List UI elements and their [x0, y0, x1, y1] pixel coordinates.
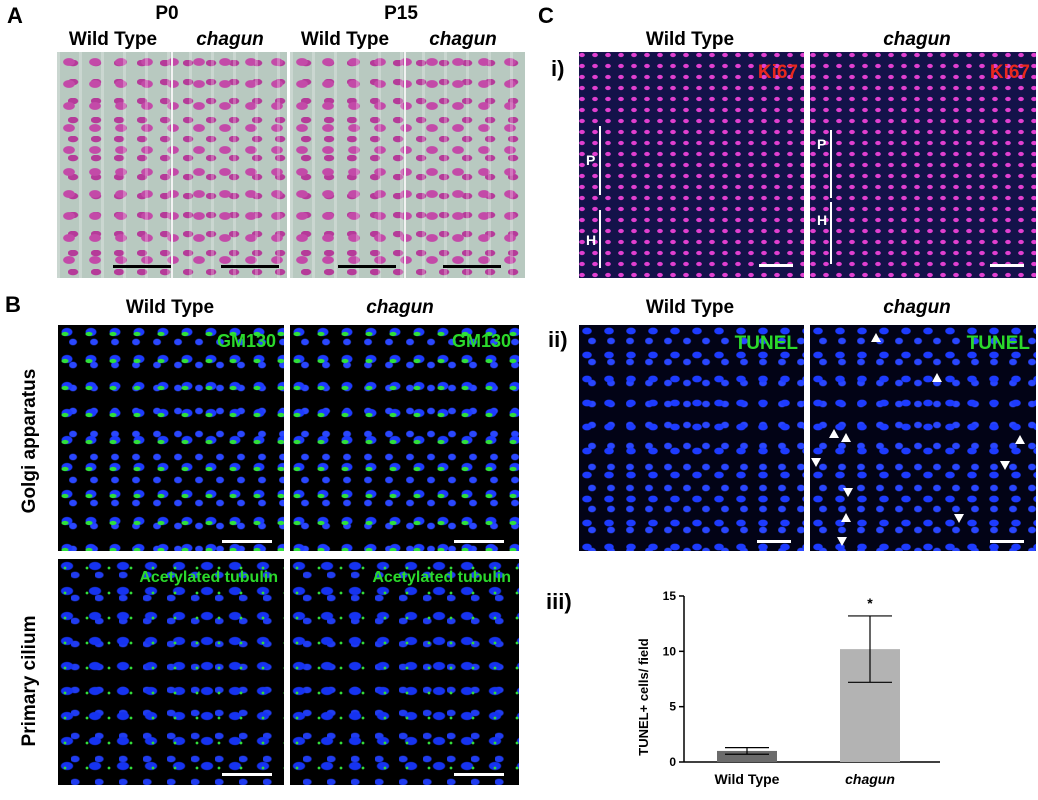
panel-a-mut-p0-label: chagun	[196, 29, 264, 50]
hypertrophic-zone-bar	[599, 210, 601, 268]
tunel-mut-micrograph: TUNEL	[810, 325, 1036, 551]
arrowhead-marker	[811, 458, 821, 467]
proliferative-zone-label: P	[817, 136, 827, 152]
panel-a-p15-micrograph	[290, 52, 525, 278]
chart-x-tick-label: Wild Type	[715, 771, 780, 787]
stain-label-gm130: GM130	[451, 331, 511, 351]
panel-a-mut-p15-label: chagun	[429, 29, 497, 50]
panel-c-ii-wt-label: Wild Type	[645, 297, 735, 318]
scale-bar	[990, 540, 1024, 543]
arrowhead-marker	[1015, 435, 1025, 444]
arrowhead-marker	[841, 433, 851, 442]
hypertrophic-zone-label: H	[586, 232, 597, 248]
panel-c-sub-ii: ii)	[548, 327, 568, 352]
scale-bar	[990, 264, 1024, 267]
row-label-golgi: Golgi apparatus	[19, 368, 40, 514]
panel-a-wt-p0-label: Wild Type	[68, 29, 158, 50]
panel-c-ii-mut-label: chagun	[883, 297, 951, 318]
scale-bar	[221, 265, 279, 268]
stain-label-tunel: TUNEL	[966, 333, 1030, 354]
chart-y-tick-label: 15	[663, 589, 677, 603]
scale-bar	[338, 265, 396, 268]
scale-bar	[222, 540, 272, 543]
golgi-wt-micrograph: GM130	[58, 325, 284, 551]
stain-label-ki67: Ki67	[989, 62, 1030, 83]
arrowhead-marker	[932, 373, 942, 382]
image-divider	[171, 52, 173, 278]
cilium-wt-micrograph: Acetylated tubulin	[58, 559, 284, 785]
scale-bar	[454, 540, 504, 543]
hypertrophic-zone-label: H	[817, 212, 828, 228]
panel-c-i-mut-label: chagun	[883, 29, 951, 50]
panel-a-p0-micrograph	[57, 52, 287, 278]
golgi-mut-micrograph: GM130	[290, 325, 519, 551]
chart-y-axis-label: TUNEL+ cells/ field	[636, 638, 651, 755]
chart-x-tick-label: chagun	[845, 771, 895, 787]
ki67-mut-micrograph: Ki67 P H	[810, 52, 1036, 278]
hypertrophic-zone-bar	[830, 202, 832, 264]
chart-bar-wild-type	[717, 750, 777, 762]
arrowhead-marker	[1000, 461, 1010, 470]
stain-label-tunel: TUNEL	[734, 333, 798, 354]
panel-c-i-wt-label: Wild Type	[645, 29, 735, 50]
stain-label-acetylated-tubulin: Acetylated tubulin	[139, 569, 278, 586]
arrowhead-marker	[843, 488, 853, 497]
scale-bar	[757, 540, 791, 543]
proliferative-zone-bar	[599, 126, 601, 195]
arrowhead-marker	[837, 537, 847, 546]
arrowhead-marker	[841, 513, 851, 522]
tunel-wt-micrograph: TUNEL	[579, 325, 804, 551]
panel-c-sub-i: i)	[551, 56, 565, 81]
panel-c-letter: C	[538, 3, 554, 28]
panel-b-letter: B	[5, 292, 21, 317]
arrowhead-marker	[871, 333, 881, 342]
proliferative-zone-label: P	[586, 152, 596, 168]
scale-bar	[222, 773, 272, 776]
arrowhead-marker	[954, 514, 964, 523]
panel-b-mut-label: chagun	[366, 297, 434, 318]
chart-y-tick-label: 10	[663, 644, 677, 658]
scale-bar	[113, 265, 171, 268]
chart-y-tick-label: 5	[669, 700, 676, 714]
scale-bar	[759, 264, 793, 267]
panel-a-group-p0: P0	[155, 3, 179, 24]
stain-label-acetylated-tubulin: Acetylated tubulin	[372, 569, 511, 586]
chart-y-tick-label: 0	[669, 755, 676, 769]
arrowhead-marker	[829, 429, 839, 438]
scale-bar	[443, 265, 501, 268]
stain-label-gm130: GM130	[216, 331, 276, 351]
panel-a-letter: A	[7, 3, 23, 28]
panel-a-wt-p15-label: Wild Type	[300, 29, 390, 50]
row-label-cilium: Primary cilium	[19, 615, 40, 747]
panel-c-sub-iii: iii)	[546, 589, 572, 614]
panel-b-wt-label: Wild Type	[125, 297, 215, 318]
chart-significance-marker: *	[867, 595, 873, 611]
cilium-mut-micrograph: Acetylated tubulin	[290, 559, 519, 785]
image-divider	[404, 52, 406, 278]
stain-label-ki67: Ki67	[757, 62, 798, 83]
panel-a-group-p15: P15	[384, 3, 418, 24]
proliferative-zone-bar	[830, 130, 832, 198]
tunel-bar-chart: 0 5 10 15 Wild Type chagun * TUNEL+ cells/ fi…	[636, 589, 940, 787]
ki67-wt-micrograph: Ki67 P H	[579, 52, 804, 278]
scale-bar	[454, 773, 504, 776]
